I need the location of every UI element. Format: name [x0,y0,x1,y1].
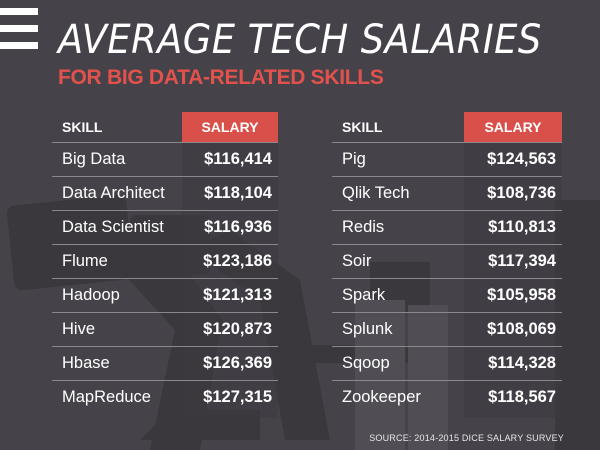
skill-cell: Soir [332,244,464,279]
table-row: Soir $117,394 [332,244,562,279]
skill-cell: Big Data [52,142,182,177]
skill-cell: MapReduce [52,380,182,414]
salary-cell: $118,104 [182,176,278,211]
salary-cell: $105,958 [464,278,562,313]
table-row: Data Architect $118,104 [52,176,278,211]
table-row: Redis $110,813 [332,210,562,245]
salary-cell: $121,313 [182,278,278,313]
page-title: AVERAGE TECH SALARIES [58,17,542,63]
salary-table-right: SKILL SALARY Pig $124,563 Qlik Tech $108,73… [332,112,562,418]
table-row: Hadoop $121,313 [52,278,278,313]
skill-cell: Hive [52,312,182,347]
salary-cell: $123,186 [182,244,278,279]
skill-cell: Redis [332,210,464,245]
table-row: MapReduce $127,315 [52,380,278,414]
table-row: Sqoop $114,328 [332,346,562,381]
menu-bar [0,25,38,32]
page-subtitle: FOR BIG DATA-RELATED SKILLS [58,66,384,89]
skill-cell: Hadoop [52,278,182,313]
skill-cell: Qlik Tech [332,176,464,211]
salary-cell: $126,369 [182,346,278,381]
salary-cell: $127,315 [182,380,278,414]
table-row: Pig $124,563 [332,142,562,177]
salary-cell: $124,563 [464,142,562,177]
skill-cell: Data Architect [52,176,182,211]
table-header-row: SKILL SALARY [332,112,562,143]
column-header-salary: SALARY [182,112,278,143]
table-row: Hive $120,873 [52,312,278,347]
salary-cell: $118,567 [464,380,562,414]
salary-cell: $108,736 [464,176,562,211]
column-header-skill: SKILL [62,119,103,135]
menu-bar [0,42,38,49]
table-right: SKILL SALARY Pig $124,563 Qlik Tech $108,73… [332,112,562,414]
column-header-salary: SALARY [464,112,562,143]
salary-cell: $120,873 [182,312,278,347]
table-row: Flume $123,186 [52,244,278,279]
skill-cell: Pig [332,142,464,177]
table-row: Qlik Tech $108,736 [332,176,562,211]
salary-cell: $110,813 [464,210,562,245]
table-row: Splunk $108,069 [332,312,562,347]
table-row: Data Scientist $116,936 [52,210,278,245]
skill-cell: Hbase [52,346,182,381]
skill-cell: Sqoop [332,346,464,381]
source-note: SOURCE: 2014-2015 DICE SALARY SURVEY [369,433,564,443]
table-row: Zookeeper $118,567 [332,380,562,414]
skill-cell: Spark [332,278,464,313]
salary-cell: $116,414 [182,142,278,177]
salary-cell: $116,936 [182,210,278,245]
column-header-skill: SKILL [342,119,383,135]
hamburger-menu-icon[interactable] [0,8,40,60]
salary-cell: $117,394 [464,244,562,279]
table-left: SKILL SALARY Big Data $116,414 Data Archit… [52,112,278,414]
salary-cell: $114,328 [464,346,562,381]
table-row: Spark $105,958 [332,278,562,313]
table-row: Hbase $126,369 [52,346,278,381]
table-header-row: SKILL SALARY [52,112,278,143]
skill-cell: Zookeeper [332,380,464,414]
menu-bar [0,8,38,15]
table-row: Big Data $116,414 [52,142,278,177]
skill-cell: Data Scientist [52,210,182,245]
skill-cell: Flume [52,244,182,279]
skill-cell: Splunk [332,312,464,347]
salary-cell: $108,069 [464,312,562,347]
salary-table-left: SKILL SALARY Big Data $116,414 Data Archit… [52,112,278,418]
